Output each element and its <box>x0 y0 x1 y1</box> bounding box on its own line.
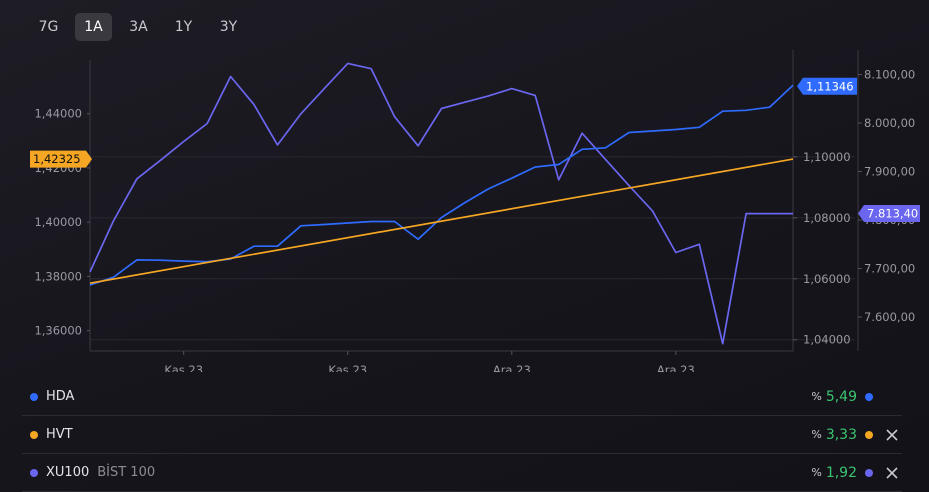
xu100-last-value-badge-text: 7.813,40 <box>867 207 918 221</box>
tab-1y[interactable]: 1Y <box>174 19 193 35</box>
hda-color-dot <box>865 392 873 401</box>
period-tabs: 7G 1A 3A 1Y 3Y <box>30 13 247 41</box>
middle-tick-label: 1,10000 <box>803 150 851 164</box>
legend-name: XU100 <box>46 465 90 480</box>
left-tick-label: 1,44000 <box>34 107 82 121</box>
change-percent: 1,92 <box>825 464 857 481</box>
price-chart[interactable]: 1,360001,380001,400001,420001,440001,040… <box>0 0 929 372</box>
hvt-last-value-badge: 1,42325 <box>30 150 92 168</box>
middle-tick-label: 1,06000 <box>803 272 851 286</box>
legend-row-hvt[interactable]: HVT % 3,33 <box>22 416 902 454</box>
left-tick-label: 1,38000 <box>34 269 82 283</box>
hda-dot <box>30 392 38 401</box>
tab-7g[interactable]: 7G <box>38 19 59 35</box>
change-percent: 5,49 <box>825 388 857 405</box>
x-tick-label: Ara 23 <box>657 363 695 372</box>
hda-last-value-badge: 1,11346 <box>797 77 857 95</box>
hvt-last-value-badge-text: 1,42325 <box>33 152 81 166</box>
middle-tick-label: 1,08000 <box>803 211 851 225</box>
hda-series-line <box>89 84 794 286</box>
tab-3a[interactable]: 3A <box>129 19 148 35</box>
hda-last-value-badge-shape <box>797 77 857 95</box>
legend-name: HDA <box>46 389 75 404</box>
legend-subtitle: BİST 100 <box>97 465 156 480</box>
tab-1a[interactable]: 1A <box>75 13 112 41</box>
percent-sign: % <box>811 428 822 441</box>
x-tick-label: Kas 23 <box>164 363 203 372</box>
legend-name: HVT <box>46 427 73 442</box>
tab-3y[interactable]: 3Y <box>219 19 238 35</box>
change-percent: 3,33 <box>825 426 857 443</box>
hda-last-value-badge-text: 1,11346 <box>806 79 854 93</box>
right-tick-label: 8.000,00 <box>864 116 915 130</box>
xu100-color-dot <box>865 468 873 477</box>
percent-sign: % <box>811 390 822 403</box>
remove-hvt-close-icon[interactable] <box>883 426 901 444</box>
legend-row-hda[interactable]: HDA % 5,49 <box>22 378 902 416</box>
hvt-last-value-badge-shape <box>30 150 92 168</box>
right-tick-label: 7.900,00 <box>864 165 915 179</box>
x-tick-label: Ara 23 <box>493 363 531 372</box>
legend: HDA % 5,49 HVT % 3,33 XU100 BİST 100 % 1… <box>22 378 902 492</box>
legend-row-xu100[interactable]: XU100 BİST 100 % 1,92 <box>22 454 902 492</box>
left-tick-label: 1,36000 <box>34 324 82 338</box>
right-tick-label: 8.100,00 <box>864 68 915 82</box>
percent-sign: % <box>811 466 822 479</box>
xu100-last-value-badge: 7.813,40 <box>858 205 920 223</box>
xu100-last-value-badge-shape <box>858 205 920 223</box>
xu100-dot <box>30 468 38 477</box>
hvt-color-dot <box>865 430 873 439</box>
left-tick-label: 1,40000 <box>34 215 82 229</box>
hvt-dot <box>30 430 38 439</box>
x-tick-label: Kas 23 <box>328 363 367 372</box>
hvt-series-line <box>89 158 794 285</box>
right-tick-label: 7.700,00 <box>864 262 915 276</box>
xu100-series-line <box>89 62 793 345</box>
remove-xu100-close-icon[interactable] <box>883 464 901 482</box>
middle-tick-label: 1,04000 <box>803 333 851 347</box>
right-tick-label: 7.600,00 <box>864 310 915 324</box>
